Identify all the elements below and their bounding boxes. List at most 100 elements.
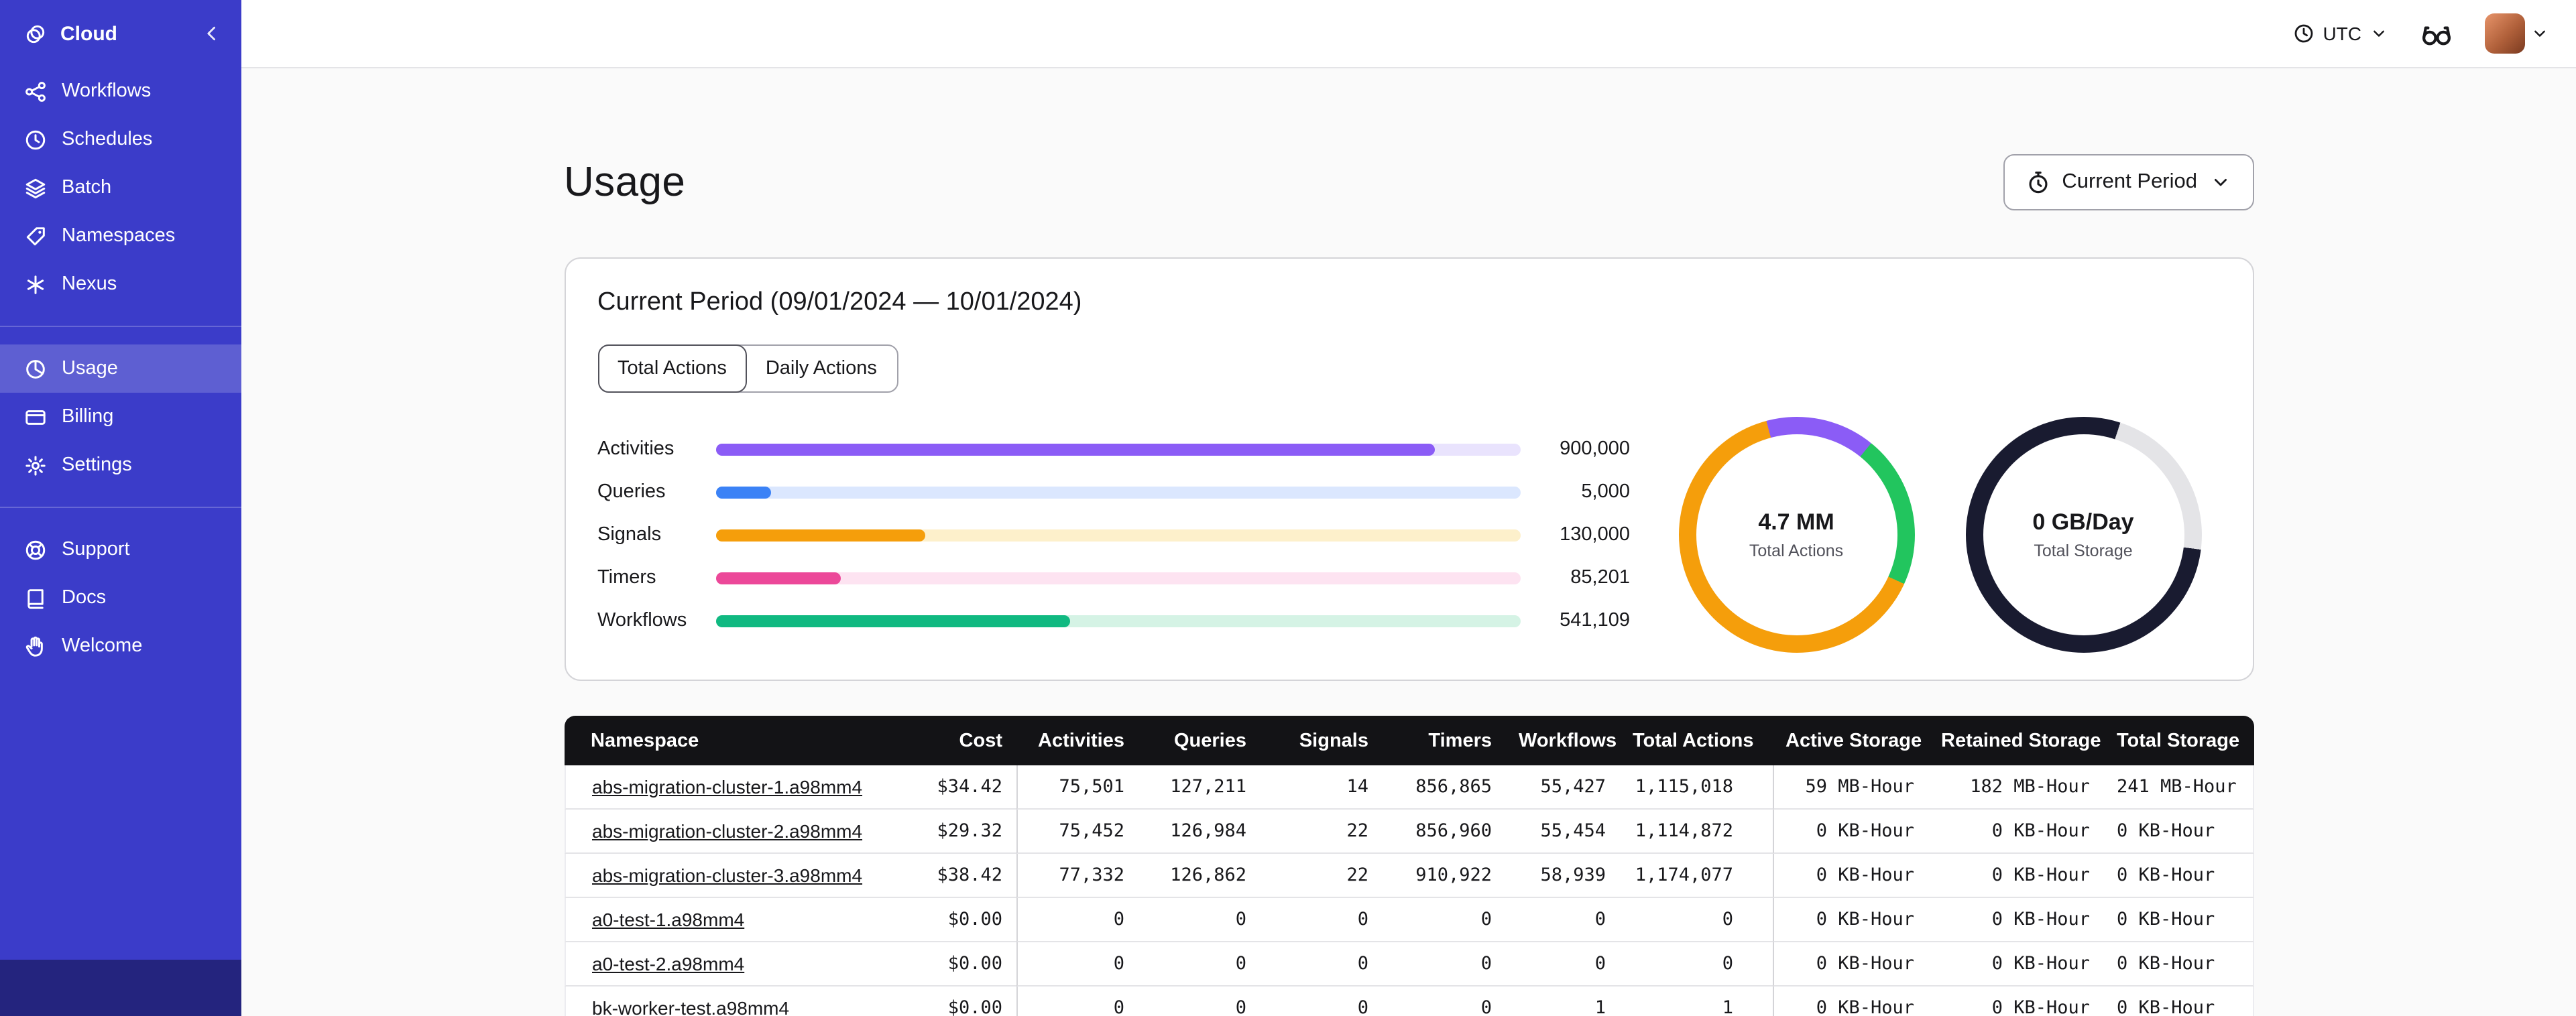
table-row: abs-migration-cluster-2.a98mm4 $29.32 75,4… — [564, 810, 2253, 854]
main-area: Usage Current Period Current Period (09/… — [241, 68, 2576, 1016]
chevron-down-icon — [2530, 24, 2549, 43]
bar-row-activities: Activities 900,000 — [597, 428, 1630, 470]
sidebar-item-billing[interactable]: Billing — [0, 393, 241, 441]
cell-active-storage: 0 KB-Hour — [1772, 987, 1928, 1016]
sidebar-item-batch[interactable]: Batch — [0, 164, 241, 212]
temporal-logo-icon — [24, 22, 47, 45]
cell-total-storage: 0 KB-Hour — [2103, 854, 2253, 898]
bar-label: Activities — [597, 438, 675, 460]
cell-activities: 77,332 — [1016, 854, 1138, 898]
settings-icon — [24, 454, 47, 477]
usage-icon — [24, 357, 47, 380]
cell-activities: 75,501 — [1016, 765, 1138, 810]
cell-signals: 0 — [1260, 987, 1382, 1016]
total-actions-value: 4.7 MM — [1758, 509, 1834, 535]
namespace-link[interactable]: bk-worker-test.a98mm4 — [592, 997, 790, 1016]
tab-total-actions[interactable]: Total Actions — [597, 344, 747, 393]
column-header-activities: Activities — [1016, 716, 1138, 765]
cell-retained-storage: 0 KB-Hour — [1928, 810, 2103, 854]
cell-timers: 856,865 — [1382, 765, 1505, 810]
bar-label: Timers — [597, 567, 656, 588]
cell-total-storage: 0 KB-Hour — [2103, 987, 2253, 1016]
table-row: abs-migration-cluster-3.a98mm4 $38.42 77,3… — [564, 854, 2253, 898]
chevron-down-icon — [2209, 172, 2231, 193]
cell-workflows: 58,939 — [1505, 854, 1619, 898]
column-header-retained-storage: Retained Storage — [1928, 716, 2103, 765]
sidebar-item-label: Settings — [62, 454, 132, 476]
glasses-icon[interactable] — [2420, 17, 2453, 50]
cell-workflows: 1 — [1505, 987, 1619, 1016]
bar-value: 5,000 — [1581, 481, 1630, 503]
sidebar-item-usage[interactable]: Usage — [0, 344, 241, 393]
sidebar-item-label: Billing — [62, 406, 114, 428]
cell-cost: $0.00 — [886, 942, 1016, 987]
namespace-cell: abs-migration-cluster-2.a98mm4 — [564, 810, 886, 854]
timezone-selector[interactable]: UTC — [2293, 23, 2388, 44]
bar-track — [715, 529, 1520, 541]
bar-fill — [715, 529, 926, 541]
cell-signals: 14 — [1260, 765, 1382, 810]
sidebar-item-workflows[interactable]: Workflows — [0, 67, 241, 115]
sidebar-item-welcome[interactable]: Welcome — [0, 622, 241, 670]
column-header-cost: Cost — [886, 716, 1016, 765]
namespace-cell: abs-migration-cluster-3.a98mm4 — [564, 854, 886, 898]
tab-daily-actions[interactable]: Daily Actions — [746, 346, 897, 391]
namespace-cell: abs-migration-cluster-1.a98mm4 — [564, 765, 886, 810]
cell-timers: 0 — [1382, 942, 1505, 987]
sidebar-item-namespaces[interactable]: Namespaces — [0, 212, 241, 260]
welcome-icon — [24, 635, 47, 657]
sidebar-item-nexus[interactable]: Nexus — [0, 260, 241, 308]
table-row: a0-test-2.a98mm4 $0.00 0 0 0 0 0 0 0 KB-Hour 0 KB… — [564, 942, 2253, 987]
bar-track — [715, 615, 1520, 627]
clock-icon — [2293, 23, 2315, 44]
bar-fill — [715, 443, 1435, 455]
timezone-label: UTC — [2323, 23, 2361, 44]
table-row: abs-migration-cluster-1.a98mm4 $34.42 75,5… — [564, 765, 2253, 810]
cell-activities: 0 — [1016, 942, 1138, 987]
sidebar-item-settings[interactable]: Settings — [0, 441, 241, 489]
cell-timers: 910,922 — [1382, 854, 1505, 898]
cell-retained-storage: 0 KB-Hour — [1928, 987, 2103, 1016]
cell-active-storage: 0 KB-Hour — [1772, 898, 1928, 942]
sidebar-item-schedules[interactable]: Schedules — [0, 115, 241, 164]
page-header: Usage Current Period — [564, 154, 2253, 210]
namespace-link[interactable]: abs-migration-cluster-1.a98mm4 — [592, 776, 863, 798]
cell-timers: 856,960 — [1382, 810, 1505, 854]
bar-value: 541,109 — [1560, 610, 1630, 631]
bar-value: 85,201 — [1570, 567, 1630, 588]
account-menu[interactable] — [2485, 13, 2549, 54]
table-header-row: Namespace Cost Activities Queries Signals Tim… — [564, 716, 2253, 765]
sidebar-item-label: Batch — [62, 177, 112, 198]
namespace-link[interactable]: a0-test-1.a98mm4 — [592, 909, 745, 930]
namespace-link[interactable]: abs-migration-cluster-3.a98mm4 — [592, 865, 863, 886]
cell-timers: 0 — [1382, 898, 1505, 942]
brand-label: Cloud — [60, 22, 117, 45]
cell-retained-storage: 182 MB-Hour — [1928, 765, 2103, 810]
column-header-namespace: Namespace — [564, 716, 886, 765]
cell-queries: 0 — [1138, 898, 1260, 942]
cell-active-storage: 59 MB-Hour — [1772, 765, 1928, 810]
period-selector-button[interactable]: Current Period — [2003, 154, 2253, 210]
namespace-link[interactable]: abs-migration-cluster-2.a98mm4 — [592, 820, 863, 842]
cell-queries: 0 — [1138, 942, 1260, 987]
cell-retained-storage: 0 KB-Hour — [1928, 898, 2103, 942]
bar-track — [715, 443, 1520, 455]
docs-icon — [24, 586, 47, 609]
usage-card-title: Current Period (09/01/2024 — 10/01/2024) — [597, 288, 1082, 316]
bar-row-workflows: Workflows 541,109 — [597, 599, 1630, 642]
sidebar-nav-account: Usage Billing Settings — [0, 344, 241, 489]
sidebar-collapse-button[interactable] — [201, 23, 223, 44]
stopwatch-icon — [2026, 170, 2050, 194]
sidebar-item-docs[interactable]: Docs — [0, 574, 241, 622]
sidebar-item-label: Docs — [62, 587, 107, 609]
cell-workflows: 0 — [1505, 898, 1619, 942]
sidebar-item-support[interactable]: Support — [0, 525, 241, 574]
cell-total-actions: 1,114,872 — [1619, 810, 1772, 854]
right-column: UTC Usage Current Period — [241, 0, 2576, 1016]
bar-label: Workflows — [597, 610, 687, 631]
bar-track — [715, 486, 1520, 498]
bar-label: Signals — [597, 524, 662, 546]
cell-cost: $0.00 — [886, 898, 1016, 942]
namespace-link[interactable]: a0-test-2.a98mm4 — [592, 953, 745, 974]
